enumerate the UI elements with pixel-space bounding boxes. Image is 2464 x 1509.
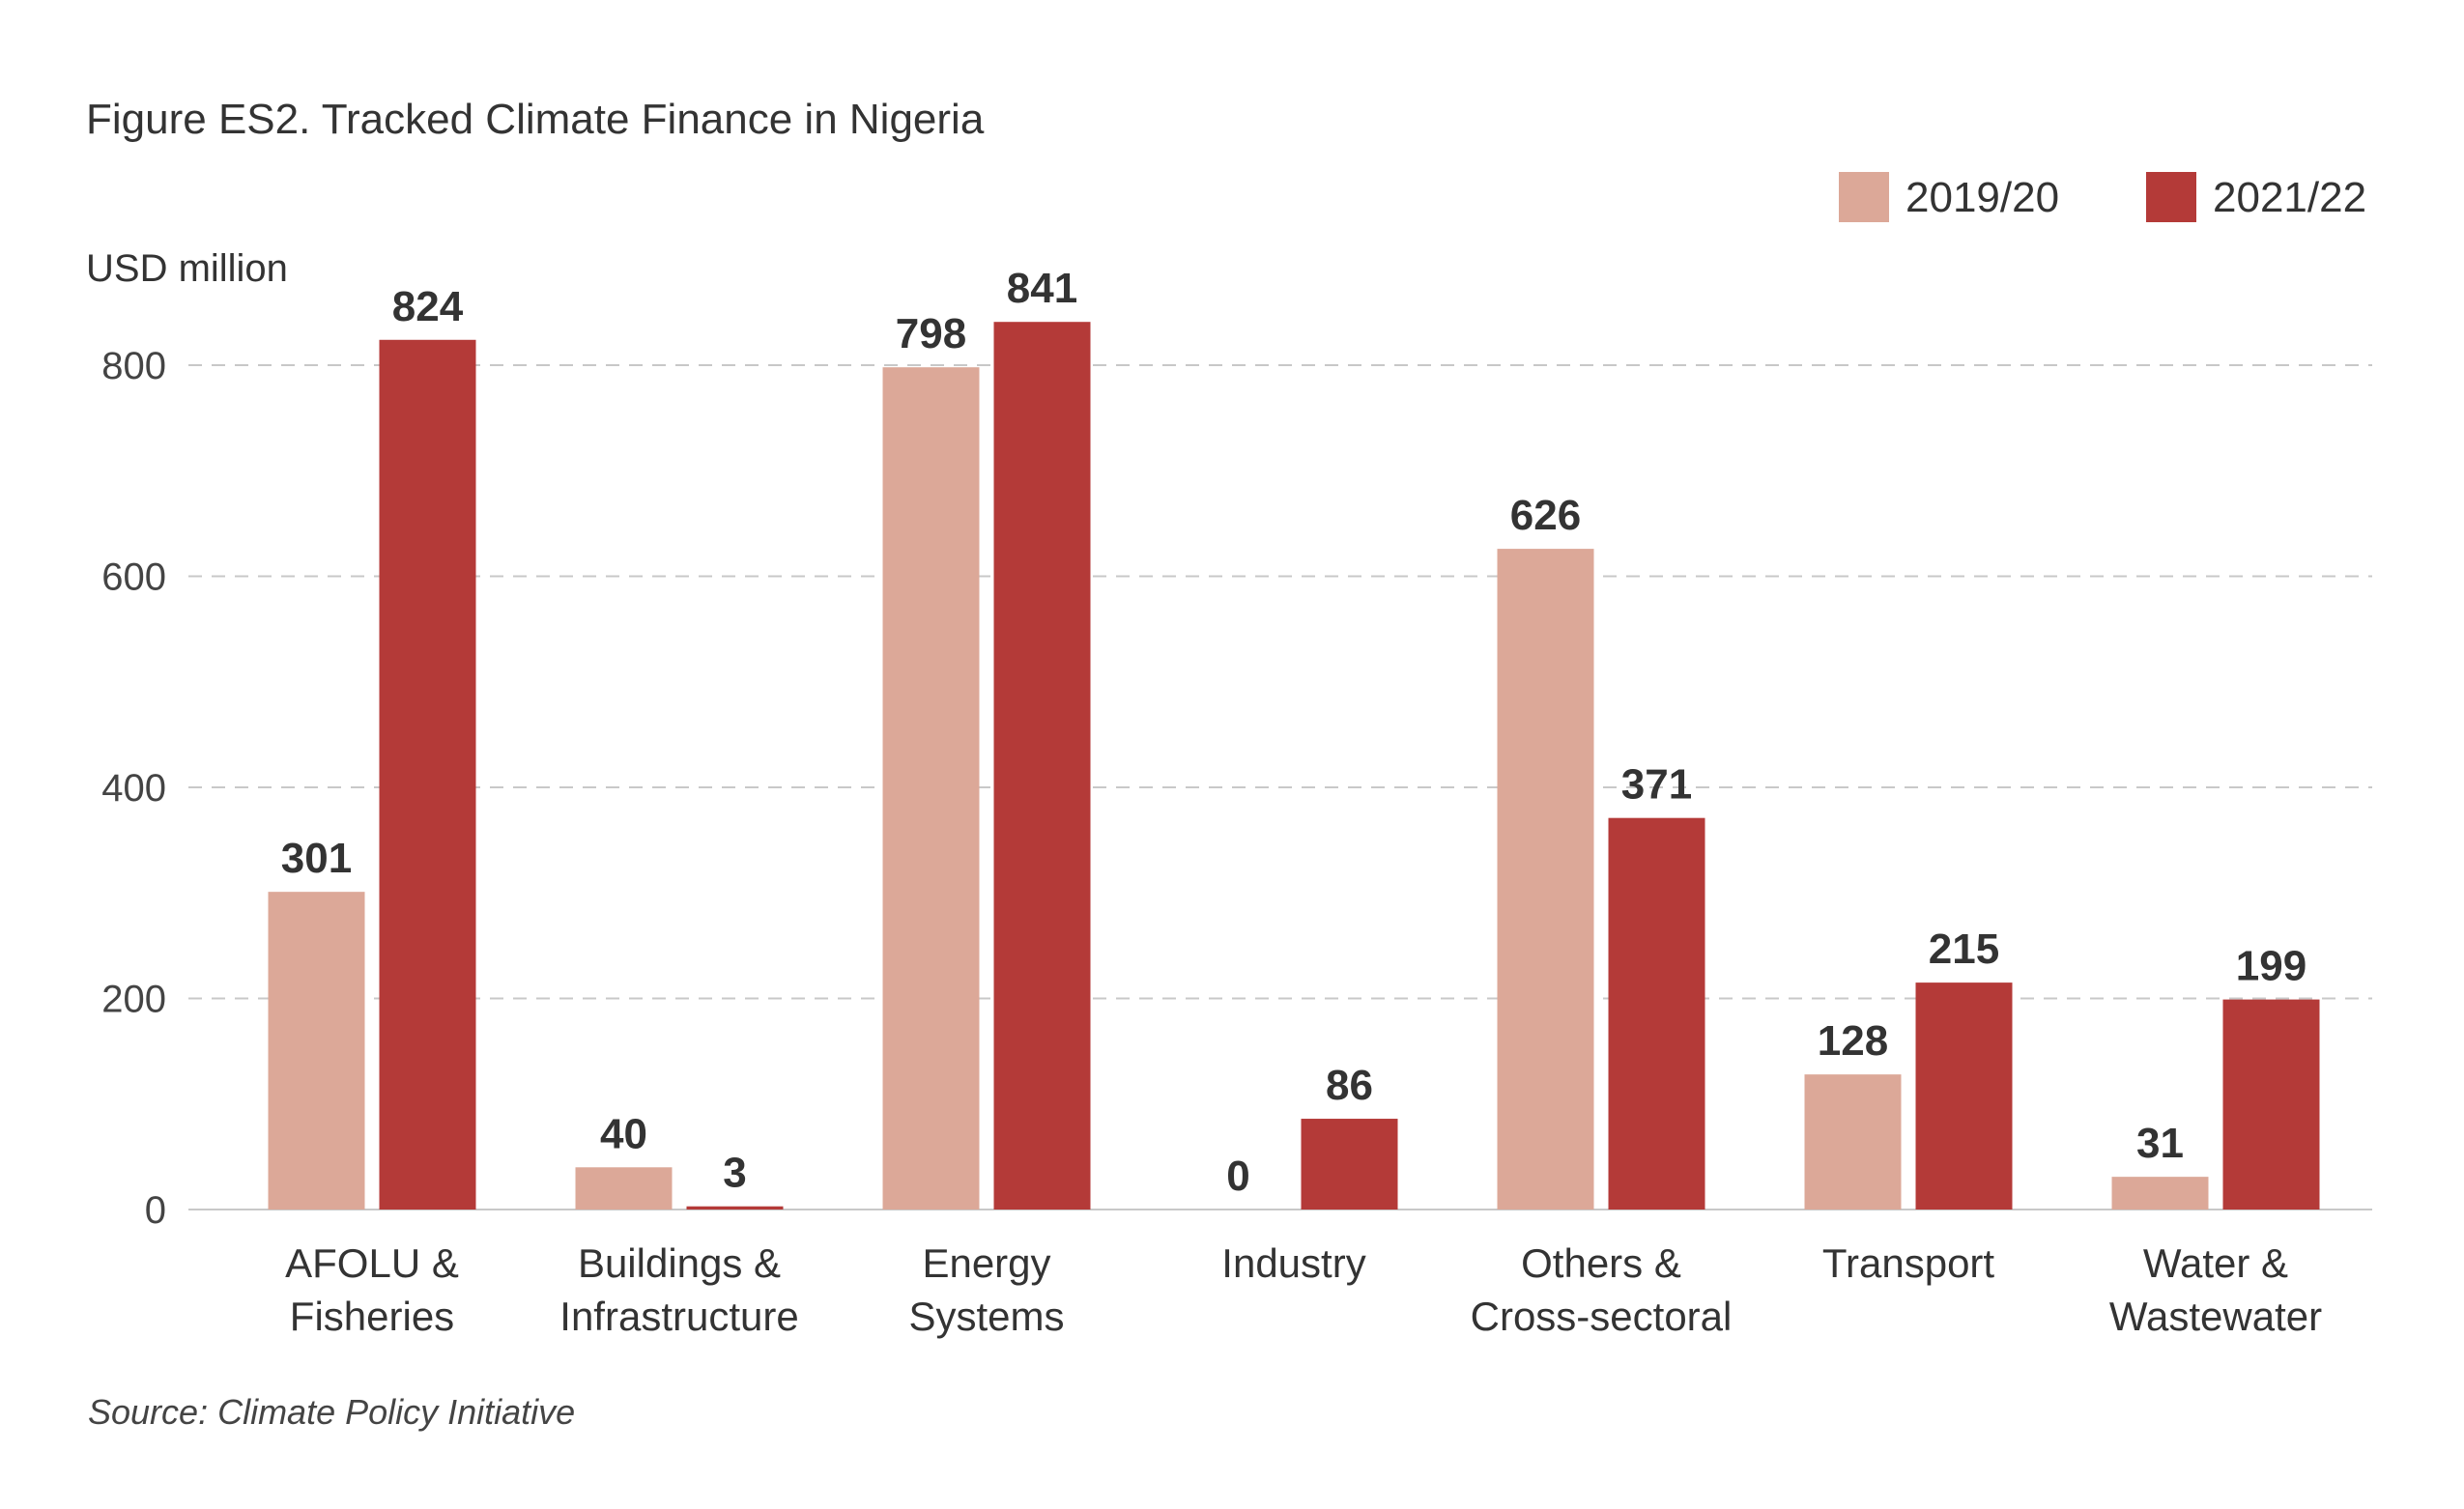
y-axis-ticks: 0 200 400 600 800 (101, 345, 166, 1232)
legend-label-2019-20: 2019/20 (1905, 174, 2059, 221)
y-tick-label-600: 600 (101, 556, 166, 599)
bar-2019-20-4 (1497, 549, 1594, 1210)
value-label-2021-22-6: 199 (2236, 943, 2306, 990)
category-label-4-line-0: Others & (1521, 1240, 1681, 1286)
source-note: Source: Climate Policy Initiative (88, 1392, 575, 1432)
bar-2021-22-6 (2222, 999, 2320, 1210)
category-label-3-line-0: Industry (1221, 1240, 1365, 1286)
bar-2019-20-2 (882, 367, 980, 1210)
bars (268, 322, 2320, 1210)
value-label-2019-20-0: 301 (281, 835, 352, 882)
value-label-2019-20-4: 626 (1510, 492, 1581, 539)
y-axis-unit-label: USD million (86, 247, 288, 290)
y-tick-label-0: 0 (145, 1189, 166, 1232)
category-label-6-line-1: Wastewater (2109, 1294, 2322, 1339)
category-label-2-line-0: Energy (922, 1240, 1050, 1286)
bar-2021-22-2 (993, 322, 1091, 1210)
category-labels: AFOLU & Fisheries Buildings & Infrastructur… (285, 1240, 2322, 1339)
bar-2021-22-3 (1301, 1119, 1398, 1210)
category-label-0-line-1: Fisheries (290, 1294, 454, 1339)
legend-label-2021-22: 2021/22 (2213, 174, 2366, 221)
value-label-2019-20-1: 40 (600, 1110, 647, 1157)
category-label-5-line-0: Transport (1822, 1240, 1995, 1286)
value-label-2021-22-4: 371 (1621, 761, 1692, 809)
bar-2021-22-5 (1915, 982, 2013, 1210)
value-label-2021-22-2: 841 (1007, 265, 1077, 312)
legend: 2019/20 2021/22 (1839, 172, 2366, 222)
value-label-2019-20-2: 798 (896, 310, 966, 357)
y-tick-label-400: 400 (101, 767, 166, 810)
value-label-2021-22-0: 824 (392, 283, 464, 330)
value-label-2019-20-5: 128 (1818, 1017, 1888, 1065)
value-label-2021-22-5: 215 (1929, 925, 1999, 973)
y-tick-label-800: 800 (101, 345, 166, 387)
legend-swatch-2019-20 (1839, 172, 1889, 222)
value-label-2021-22-3: 86 (1326, 1062, 1373, 1109)
bar-2021-22-0 (379, 339, 476, 1210)
bar-2019-20-0 (268, 892, 365, 1210)
value-label-2019-20-6: 31 (2136, 1120, 2184, 1167)
category-label-2-line-1: Systems (908, 1294, 1064, 1339)
category-label-1-line-1: Infrastructure (559, 1294, 798, 1339)
gridlines (188, 364, 2372, 1210)
bar-2021-22-1 (686, 1206, 784, 1210)
bar-2019-20-1 (575, 1167, 673, 1210)
value-label-2021-22-1: 3 (723, 1150, 746, 1197)
value-label-2019-20-3: 0 (1226, 1153, 1249, 1200)
legend-swatch-2021-22 (2146, 172, 2196, 222)
value-labels: 301 824 40 3 798 841 0 86 626 371 128 215 31 199 (281, 265, 2306, 1200)
category-label-0-line-0: AFOLU & (285, 1240, 459, 1286)
bar-2019-20-6 (2111, 1177, 2209, 1210)
y-tick-label-200: 200 (101, 979, 166, 1021)
category-label-6-line-0: Water & (2143, 1240, 2288, 1286)
chart-title: Figure ES2. Tracked Climate Finance in N… (86, 96, 985, 143)
bar-2019-20-5 (1804, 1074, 1902, 1210)
category-label-1-line-0: Buildings & (578, 1240, 781, 1286)
category-label-4-line-1: Cross-sectoral (1471, 1294, 1733, 1339)
bar-2021-22-4 (1608, 817, 1705, 1210)
